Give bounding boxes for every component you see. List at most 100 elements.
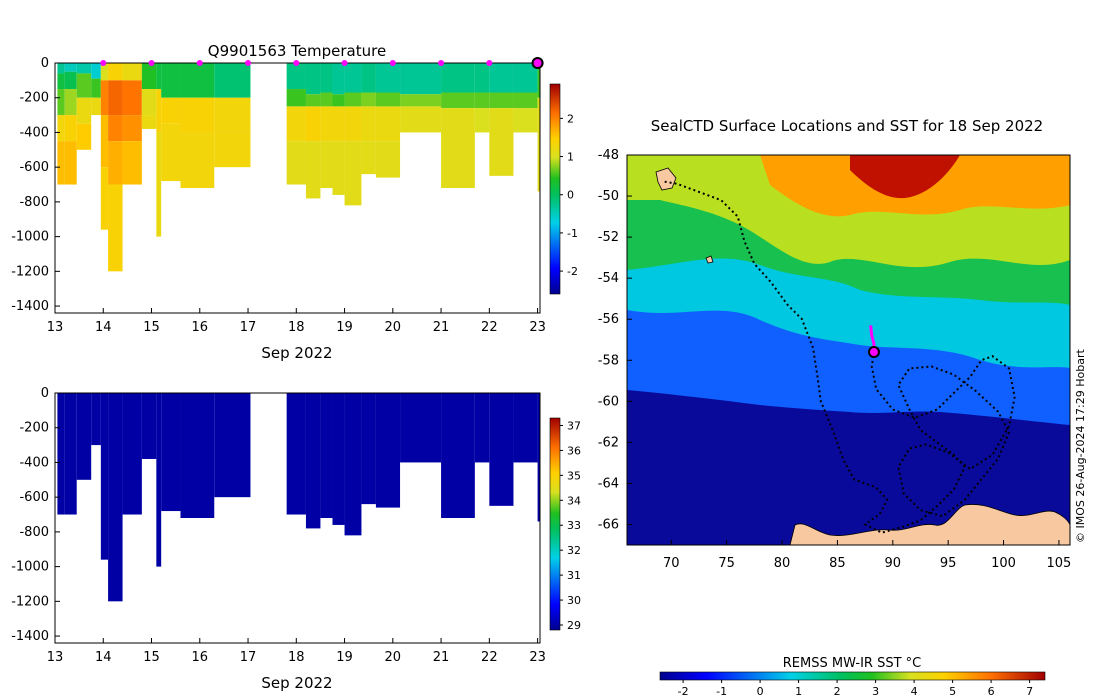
section-cell: [100, 115, 109, 168]
map-y-tick-label: -54: [598, 271, 619, 286]
section-cell: [156, 132, 162, 237]
section-cell: [375, 63, 401, 93]
colorbar-tick-label: 1: [567, 151, 574, 164]
map-y-tick-label: -58: [598, 353, 619, 368]
section-cell: [122, 63, 142, 81]
y-tick-label: -1400: [11, 299, 49, 314]
section-cell: [441, 63, 475, 93]
x-tick-label: 13: [47, 320, 64, 335]
salinity-panel: 13 14 15 16 17 18 19 20 21 22 23 0 -200 -400 -600 -800 -…: [11, 386, 581, 692]
y-tick-label: 0: [41, 56, 49, 71]
map-y-tick-label: -48: [598, 148, 619, 163]
salinity-axes-frame: [54, 392, 541, 644]
y-tick-label: -800: [19, 195, 49, 210]
heard-island: [705, 255, 714, 264]
salinity-cells: [57, 393, 540, 602]
x-tick-label: 18: [288, 320, 305, 335]
x-tick-label: 22: [481, 320, 498, 335]
section-cell: [474, 63, 490, 93]
x-tick-label: 19: [336, 650, 353, 665]
section-cell: [489, 393, 514, 506]
colorbar-tick-label: 29: [567, 619, 581, 632]
section-cell: [161, 123, 181, 182]
section-cell: [91, 97, 101, 116]
section-cell: [344, 141, 362, 206]
map-y-tick-label: -66: [598, 517, 619, 532]
section-cell: [108, 63, 123, 81]
sst-colorbar-tick-label: 3: [872, 685, 879, 698]
colorbar-tick-label: 37: [567, 419, 581, 432]
sst-colorbar-tick-label: 6: [988, 685, 995, 698]
section-cell: [64, 115, 77, 142]
section-cell: [64, 141, 77, 185]
salinity-xlabel: Sep 2022: [261, 674, 332, 692]
section-cell: [156, 89, 162, 133]
y-tick-label: -600: [19, 490, 49, 505]
section-cell: [489, 108, 514, 176]
sst-colorbar-tick-label: 7: [1026, 685, 1033, 698]
y-tick-label: -400: [19, 455, 49, 470]
section-cell: [76, 97, 92, 124]
sst-colorbar: [659, 671, 1046, 681]
section-cell: [375, 393, 401, 508]
section-cell: [344, 92, 362, 107]
section-cell: [513, 108, 538, 133]
section-cell: [361, 92, 376, 107]
section-cell: [305, 393, 321, 529]
section-cell: [305, 141, 321, 199]
section-cell: [64, 89, 77, 116]
temperature-panel: Q9901563 Temperature 13 14 15 16 17 18 19 20 21 2…: [11, 42, 578, 362]
section-cell: [513, 393, 538, 463]
section-cell: [64, 63, 77, 72]
x-tick-label: 23: [529, 320, 546, 335]
section-cell: [214, 393, 251, 498]
y-tick-label: -1200: [11, 594, 49, 609]
x-tick-label: 20: [385, 320, 402, 335]
section-cell: [286, 393, 306, 515]
section-cell: [100, 393, 109, 560]
sst-colorbar-tick-label: 1: [795, 685, 802, 698]
map-x-tick-label: 90: [885, 556, 902, 571]
section-cell: [361, 141, 376, 175]
map-x-tick-label: 105: [1047, 556, 1072, 571]
section-cell: [214, 132, 251, 168]
section-cell: [375, 92, 401, 107]
y-tick-label: -1200: [11, 264, 49, 279]
map-axes-frame: [626, 154, 1071, 546]
temperature-colorbar: [549, 83, 561, 295]
x-tick-label: 20: [385, 650, 402, 665]
section-cell: [332, 94, 345, 107]
x-tick-label: 19: [336, 320, 353, 335]
section-cell: [441, 393, 475, 518]
section-cell: [400, 393, 442, 463]
section-cell: [286, 106, 306, 142]
section-cell: [161, 393, 181, 512]
colorbar-tick-label: 30: [567, 594, 581, 607]
section-cell: [320, 393, 333, 518]
section-cell: [57, 141, 65, 185]
section-cell: [375, 106, 401, 142]
section-cell: [64, 393, 77, 515]
colorbar-tick-label: 36: [567, 444, 581, 457]
x-tick-label: 23: [529, 650, 546, 665]
section-cell: [76, 73, 92, 98]
map-axis-ticks: 70 75 80 85 90 95 100 105 -48 -50 -52 -54 -56 -58 -60 -…: [598, 148, 1072, 571]
map-y-tick-label: -64: [598, 476, 619, 491]
section-cell: [305, 106, 321, 142]
temperature-cells: [57, 63, 540, 272]
map-x-tick-label: 85: [829, 556, 846, 571]
sst-field: [627, 155, 1070, 545]
salinity-axis-ticks: 13 14 15 16 17 18 19 20 21 22 23 0 -200 -400 -600 -800 -…: [11, 386, 546, 665]
section-cell: [156, 63, 162, 90]
sst-cold-band: [627, 390, 1070, 545]
section-cell: [332, 393, 345, 525]
y-tick-label: -800: [19, 525, 49, 540]
map-y-tick-label: -56: [598, 312, 619, 327]
section-cell: [320, 92, 333, 107]
section-cell: [400, 94, 442, 107]
temperature-xlabel: Sep 2022: [261, 344, 332, 362]
section-cell: [400, 63, 442, 95]
section-cell: [286, 89, 306, 107]
section-cell: [305, 94, 321, 107]
profile-marker: [438, 60, 445, 66]
